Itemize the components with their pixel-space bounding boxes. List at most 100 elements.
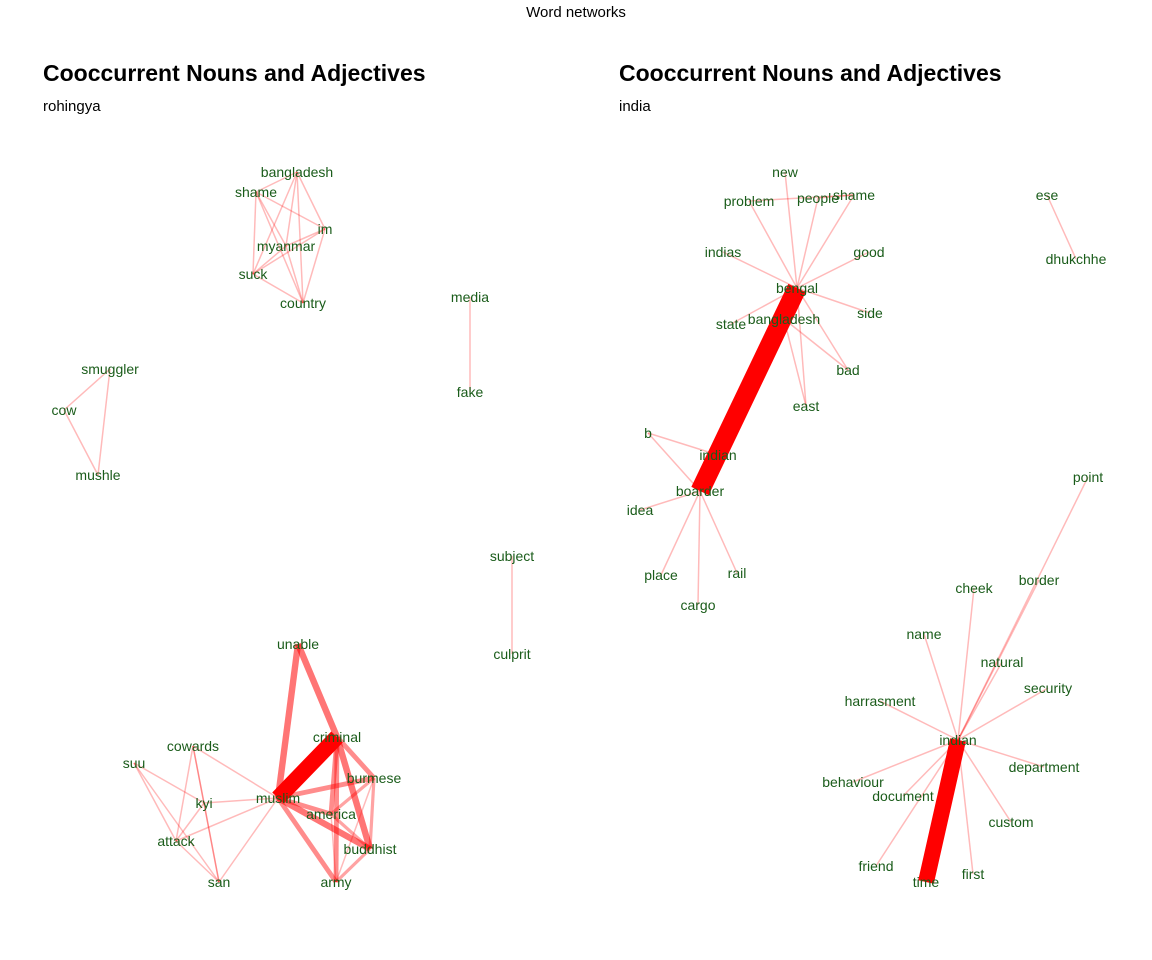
panel-title-left: Cooccurrent Nouns and Adjectives	[43, 60, 426, 86]
edge-bengal-people	[796, 197, 819, 289]
node-east: east	[793, 398, 820, 414]
edge-cowards-attack	[175, 745, 194, 842]
node-cheek: cheek	[955, 580, 993, 596]
node-im: im	[318, 221, 333, 237]
edge-bengal-bangladesh	[783, 287, 798, 320]
node-harrasment: harrasment	[845, 693, 916, 709]
edge-bangladesh-east	[783, 318, 807, 407]
edge-myanmar-suck	[252, 245, 287, 275]
edge-indian2-first	[957, 739, 974, 875]
edge-muslim-cowards	[192, 745, 279, 799]
edge-indian2-natural	[957, 661, 1003, 741]
edge-cow-mushle	[63, 409, 99, 476]
node-document: document	[872, 788, 934, 804]
edge-criminal-america	[328, 736, 340, 815]
edge-bengal-state	[730, 287, 798, 325]
edge-buddhist-army	[334, 847, 372, 884]
edge-kyi-attack	[175, 802, 205, 842]
edge-kyi-san	[203, 802, 220, 883]
edge-shame-suck	[252, 191, 257, 275]
edge-muslim-army	[276, 796, 338, 884]
edge-attack-san	[175, 840, 220, 883]
node-natural: natural	[981, 654, 1024, 670]
edge-indian2-time	[918, 738, 966, 884]
edge-boarder-place	[660, 490, 701, 576]
node-place: place	[644, 567, 678, 583]
node-bangladesh: bangladesh	[261, 164, 333, 180]
figure-title: Word networks	[526, 4, 626, 21]
edge-bangladesh-shame	[255, 171, 298, 193]
edge-myanmar-country	[285, 245, 304, 304]
node-media: media	[451, 289, 489, 305]
node-point: point	[1073, 469, 1103, 485]
node-unable: unable	[277, 636, 319, 652]
node-cowards: cowards	[167, 738, 219, 754]
node-bangladesh: bangladesh	[748, 311, 820, 327]
edge-indian2-behaviour	[852, 739, 959, 783]
node-dhukchhe: dhukchhe	[1046, 251, 1107, 267]
edge-im-myanmar	[285, 228, 326, 247]
edge-criminal-army	[333, 736, 340, 883]
edge-bangladesh-bad	[783, 318, 849, 371]
node-people: people	[797, 190, 839, 206]
node-rail: rail	[728, 565, 747, 581]
node-border: border	[1019, 572, 1060, 588]
node-time: time	[913, 874, 940, 890]
edge-shame-country	[255, 191, 304, 304]
edge-shame-im	[255, 191, 326, 230]
edge-indian2-document	[902, 739, 959, 797]
node-side: side	[857, 305, 883, 321]
node-name: name	[906, 626, 941, 642]
edge-cowards-san	[192, 745, 220, 883]
edge-cowards-kyi	[192, 745, 205, 804]
edge-bengal-boarder	[691, 283, 806, 496]
panel-subtitle-right: india	[619, 98, 651, 115]
node-indias: indias	[705, 244, 742, 260]
edge-im-suck	[252, 228, 326, 275]
edge-im-country	[302, 228, 326, 304]
edge-bengal-bad	[796, 287, 849, 371]
edge-muslim-criminal	[272, 731, 343, 804]
edge-muslim-unable	[274, 643, 302, 799]
edge-unable-criminal	[295, 642, 340, 739]
node-fake: fake	[457, 384, 484, 400]
node-behaviour: behaviour	[822, 774, 884, 790]
edge-people-shame	[817, 194, 855, 199]
panel-title-right: Cooccurrent Nouns and Adjectives	[619, 60, 1002, 86]
edge-problem-shame	[748, 194, 855, 202]
edge-america-army	[330, 813, 337, 883]
node-criminal: criminal	[313, 729, 361, 745]
edge-ese-dhukchhe	[1046, 194, 1077, 260]
edge-boarder-b	[647, 432, 701, 492]
node-idea: idea	[627, 502, 654, 518]
node-army: army	[320, 874, 351, 890]
edge-bangladesh-im	[296, 171, 326, 230]
node-boarder: boarder	[676, 483, 725, 499]
edge-bengal-problem	[748, 200, 798, 289]
node-friend: friend	[858, 858, 893, 874]
edge-muslim-san	[218, 797, 279, 883]
edge-muslim-attack	[175, 797, 279, 842]
node-custom: custom	[988, 814, 1033, 830]
node-suck: suck	[239, 266, 269, 282]
node-security: security	[1024, 680, 1072, 696]
edge-bangladesh-myanmar	[285, 171, 298, 247]
edge-boarder-cargo	[697, 490, 701, 606]
node-cargo: cargo	[680, 597, 715, 613]
edge-bengal-new	[784, 171, 798, 289]
node-myanmar: myanmar	[257, 238, 316, 254]
edge-suu-attack	[133, 762, 177, 842]
network-edges-india	[639, 171, 1089, 884]
edge-b-indian	[647, 432, 719, 456]
edge-indian2-point	[957, 476, 1089, 741]
node-culprit: culprit	[493, 646, 530, 662]
edge-suck-country	[252, 273, 304, 304]
edge-suu-kyi	[133, 762, 205, 804]
node-good: good	[853, 244, 884, 260]
edge-burmese-army	[335, 777, 375, 883]
node-shame: shame	[833, 187, 875, 203]
node-kyi: kyi	[195, 795, 212, 811]
